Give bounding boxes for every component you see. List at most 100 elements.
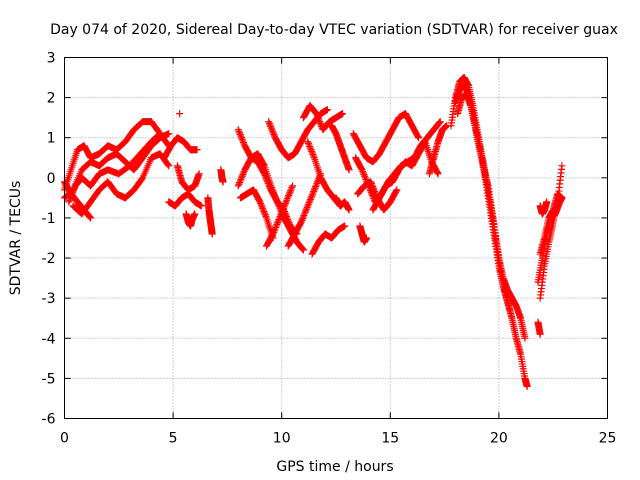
data-point: [271, 225, 279, 233]
data-point: [263, 176, 271, 184]
data-point: [371, 189, 379, 197]
data-point: [316, 118, 324, 126]
data-point: [313, 111, 321, 119]
data-point: [303, 204, 311, 212]
series-arc-b6: [204, 194, 216, 238]
data-point: [259, 206, 267, 214]
data-point: [307, 194, 315, 202]
data-point: [317, 121, 325, 129]
data-point: [304, 200, 312, 208]
series-arc-a5: [61, 178, 95, 222]
data-point: [238, 135, 246, 143]
data-point: [280, 203, 288, 211]
data-point: [282, 198, 290, 206]
data-point: [309, 151, 317, 159]
data-point: [523, 382, 531, 390]
data-point: [269, 127, 277, 135]
data-markers: [61, 74, 566, 390]
data-point: [277, 211, 285, 219]
data-point: [306, 195, 314, 203]
data-point: [283, 195, 291, 203]
data-point: [238, 134, 246, 142]
data-point: [315, 116, 323, 124]
y-tick-label: -3: [42, 291, 56, 307]
data-point: [281, 201, 289, 209]
data-point: [284, 193, 292, 201]
data-point: [239, 171, 247, 179]
data-point: [268, 126, 276, 134]
data-point: [239, 139, 247, 147]
data-point: [261, 211, 269, 219]
data-point: [260, 208, 268, 216]
data-point: [313, 179, 321, 187]
data-point: [265, 119, 273, 127]
data-point: [306, 197, 314, 205]
data-point: [257, 200, 265, 208]
data-point: [266, 183, 274, 191]
data-point: [262, 212, 270, 220]
data-point: [558, 194, 566, 202]
data-point: [274, 219, 282, 227]
data-point: [236, 131, 244, 139]
series-arc-d1: [299, 102, 347, 134]
series-arc-e3: [354, 178, 401, 214]
data-point: [434, 170, 442, 178]
data-point: [165, 130, 173, 138]
data-point: [298, 244, 306, 252]
data-point: [193, 146, 201, 154]
data-point: [310, 187, 318, 195]
series-arc-b1: [160, 134, 201, 162]
data-point: [304, 139, 312, 147]
data-point: [308, 192, 316, 200]
x-tick-label: 25: [599, 431, 617, 447]
series-arc-b5: [182, 210, 199, 230]
data-point: [65, 198, 73, 206]
data-point: [301, 208, 309, 216]
y-tick-label: -2: [42, 251, 56, 267]
data-point: [299, 245, 307, 253]
data-point: [65, 196, 73, 204]
data-point: [306, 144, 314, 152]
data-point: [191, 210, 199, 218]
data-point: [164, 161, 172, 169]
data-point: [256, 198, 264, 206]
data-point: [312, 110, 320, 118]
data-point: [195, 170, 203, 178]
data-point: [367, 178, 375, 186]
data-point: [239, 169, 247, 177]
data-point: [279, 204, 287, 212]
series-arc-b7: [217, 166, 227, 186]
data-point: [314, 113, 322, 121]
data-point: [197, 202, 205, 210]
data-point: [558, 162, 566, 170]
data-point: [236, 179, 244, 187]
data-point: [299, 213, 307, 221]
y-tick-label: 0: [47, 171, 56, 187]
data-point: [265, 118, 273, 126]
series-arc-g4: [536, 198, 551, 218]
data-point: [536, 330, 544, 338]
data-point: [414, 133, 422, 141]
data-point: [261, 171, 269, 179]
data-point: [345, 166, 353, 174]
data-point: [288, 183, 296, 191]
data-point: [275, 216, 283, 224]
data-point: [86, 213, 94, 221]
series-arc-d3: [308, 222, 349, 258]
data-point: [287, 185, 295, 193]
data-point: [361, 174, 369, 182]
data-point: [436, 118, 444, 126]
data-point: [234, 126, 242, 134]
series-arc-f2: [451, 82, 531, 390]
data-point: [234, 182, 242, 190]
y-tick-label: -4: [42, 331, 56, 347]
data-point: [435, 119, 443, 127]
data-point: [176, 110, 184, 118]
data-point: [262, 173, 270, 181]
data-point: [236, 129, 244, 137]
series-arc-c6: [284, 170, 325, 250]
data-point: [341, 222, 349, 230]
data-point: [270, 227, 278, 235]
data-point: [369, 183, 377, 191]
data-point: [371, 187, 379, 195]
